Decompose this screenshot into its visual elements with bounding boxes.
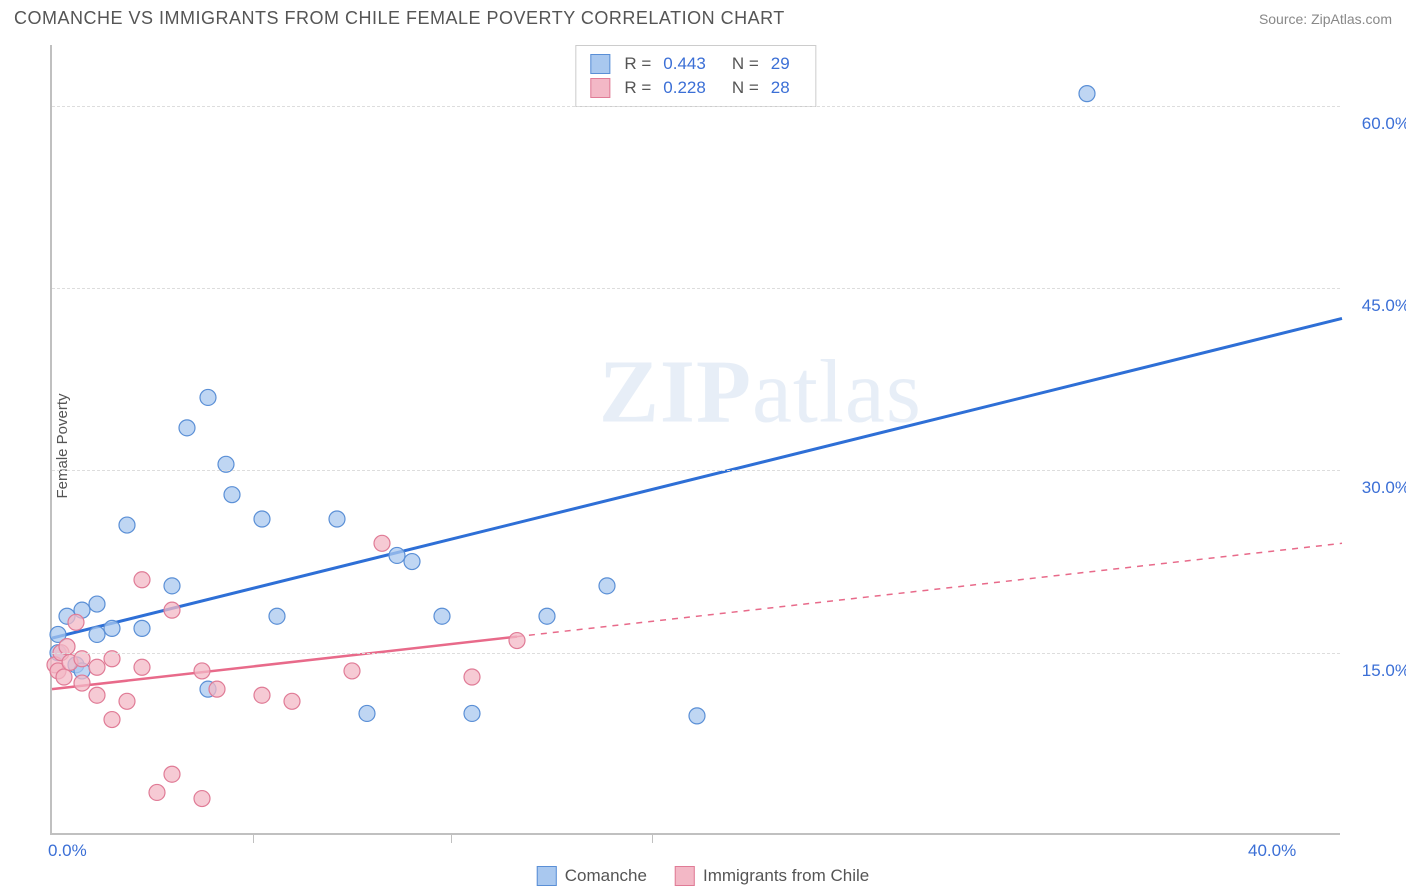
chart-source: Source: ZipAtlas.com — [1259, 11, 1392, 27]
r-label: R = — [624, 54, 651, 74]
scatter-point — [194, 791, 210, 807]
legend-swatch — [675, 866, 695, 886]
scatter-point — [56, 669, 72, 685]
scatter-point — [134, 620, 150, 636]
n-label: N = — [732, 78, 759, 98]
x-minor-tick — [451, 833, 452, 843]
regression-line-dashed — [517, 543, 1342, 636]
scatter-point — [254, 687, 270, 703]
scatter-point — [284, 693, 300, 709]
scatter-point — [254, 511, 270, 527]
scatter-point — [689, 708, 705, 724]
scatter-point — [464, 669, 480, 685]
x-minor-tick — [253, 833, 254, 843]
legend-label: Immigrants from Chile — [703, 866, 869, 886]
scatter-point — [464, 705, 480, 721]
regression-line-solid — [52, 637, 517, 690]
scatter-point — [539, 608, 555, 624]
scatter-point — [164, 578, 180, 594]
scatter-point — [119, 693, 135, 709]
chart-svg — [52, 45, 1340, 833]
scatter-point — [74, 675, 90, 691]
regression-line — [52, 318, 1342, 638]
scatter-point — [224, 487, 240, 503]
scatter-point — [179, 420, 195, 436]
y-tick-label: 45.0% — [1362, 296, 1406, 316]
legend-item: Comanche — [537, 866, 647, 886]
stats-row: R = 0.443 N = 29 — [590, 52, 801, 76]
source-label: Source: — [1259, 11, 1311, 27]
stats-legend-box: R = 0.443 N = 29 R = 0.228 N = 28 — [575, 45, 816, 107]
scatter-point — [509, 633, 525, 649]
y-tick-label: 60.0% — [1362, 114, 1406, 134]
scatter-point — [269, 608, 285, 624]
n-value: 29 — [771, 54, 790, 74]
scatter-point — [344, 663, 360, 679]
scatter-point — [374, 535, 390, 551]
scatter-point — [104, 712, 120, 728]
legend-label: Comanche — [565, 866, 647, 886]
scatter-point — [89, 596, 105, 612]
scatter-point — [68, 614, 84, 630]
n-value: 28 — [771, 78, 790, 98]
scatter-point — [1079, 86, 1095, 102]
scatter-point — [164, 602, 180, 618]
scatter-point — [599, 578, 615, 594]
gridline-h — [52, 653, 1340, 654]
scatter-point — [434, 608, 450, 624]
source-value: ZipAtlas.com — [1311, 11, 1392, 27]
scatter-point — [200, 389, 216, 405]
scatter-point — [134, 659, 150, 675]
scatter-point — [104, 620, 120, 636]
legend-swatch — [537, 866, 557, 886]
scatter-point — [329, 511, 345, 527]
scatter-point — [164, 766, 180, 782]
scatter-point — [89, 659, 105, 675]
r-label: R = — [624, 78, 651, 98]
bottom-legend: Comanche Immigrants from Chile — [537, 866, 869, 886]
stats-row: R = 0.228 N = 28 — [590, 76, 801, 100]
r-value: 0.228 — [663, 78, 706, 98]
legend-swatch — [590, 78, 610, 98]
scatter-point — [404, 554, 420, 570]
x-tick-label: 40.0% — [1248, 841, 1296, 861]
scatter-point — [389, 547, 405, 563]
scatter-point — [194, 663, 210, 679]
n-label: N = — [732, 54, 759, 74]
scatter-point — [149, 784, 165, 800]
scatter-point — [209, 681, 225, 697]
scatter-point — [89, 687, 105, 703]
y-tick-label: 15.0% — [1362, 661, 1406, 681]
r-value: 0.443 — [663, 54, 706, 74]
scatter-point — [89, 626, 105, 642]
scatter-point — [134, 572, 150, 588]
gridline-h — [52, 470, 1340, 471]
chart-plot-area: ZIPatlas R =0.443N =29R =0.228N =28 15.0… — [50, 45, 1340, 835]
gridline-h — [52, 288, 1340, 289]
legend-swatch — [590, 54, 610, 74]
gridline-h — [52, 106, 1340, 107]
scatter-point — [119, 517, 135, 533]
y-tick-label: 30.0% — [1362, 478, 1406, 498]
chart-title: COMANCHE VS IMMIGRANTS FROM CHILE FEMALE… — [14, 8, 785, 29]
scatter-point — [359, 705, 375, 721]
x-minor-tick — [652, 833, 653, 843]
legend-item: Immigrants from Chile — [675, 866, 869, 886]
chart-header: COMANCHE VS IMMIGRANTS FROM CHILE FEMALE… — [0, 0, 1406, 33]
x-tick-label: 0.0% — [48, 841, 87, 861]
